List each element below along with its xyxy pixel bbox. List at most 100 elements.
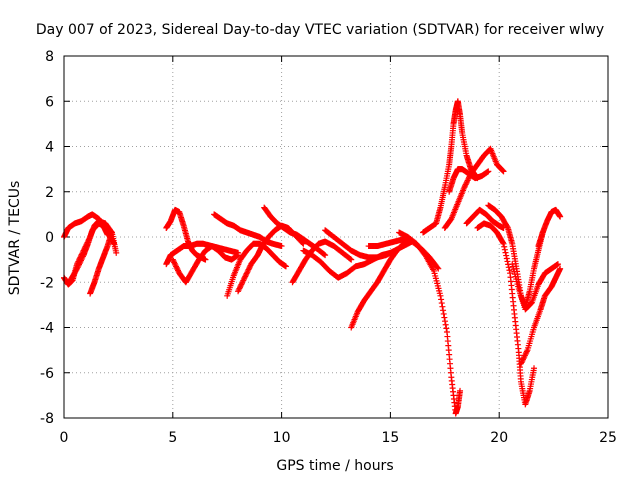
data-point xyxy=(75,262,82,269)
data-point xyxy=(239,278,246,285)
y-tick-label: -8 xyxy=(40,411,54,427)
data-point xyxy=(440,307,447,314)
data-point xyxy=(245,266,252,273)
data-point xyxy=(322,252,329,259)
data-point xyxy=(238,281,245,288)
series-arc-18 xyxy=(420,98,481,236)
data-point xyxy=(76,260,83,267)
data-point xyxy=(504,258,511,265)
data-point xyxy=(504,223,511,230)
data-point xyxy=(521,352,528,359)
data-point xyxy=(461,184,468,191)
data-point xyxy=(466,173,473,180)
data-point xyxy=(505,264,512,271)
data-point xyxy=(520,355,527,362)
data-point xyxy=(519,357,526,364)
data-point xyxy=(169,256,176,263)
data-point xyxy=(77,258,84,265)
y-tick-label: -6 xyxy=(40,366,54,382)
data-point xyxy=(170,257,177,264)
data-point xyxy=(241,274,248,281)
data-point xyxy=(465,174,472,181)
data-point xyxy=(518,359,525,366)
data-point xyxy=(506,267,513,274)
data-point xyxy=(557,265,564,272)
series-arc-15 xyxy=(348,238,416,331)
plot-frame xyxy=(63,55,609,419)
data-point xyxy=(246,265,253,272)
data-point xyxy=(531,365,538,372)
series-arc-21 xyxy=(463,206,507,231)
data-point xyxy=(435,265,442,272)
data-point xyxy=(499,239,506,246)
data-point xyxy=(348,256,355,263)
data-point xyxy=(519,356,526,363)
data-point xyxy=(113,249,120,256)
series-arc-5 xyxy=(163,206,209,263)
y-tick-label: -4 xyxy=(40,321,54,337)
data-point xyxy=(171,260,178,267)
data-point xyxy=(554,261,561,268)
data-point xyxy=(439,303,446,310)
data-point xyxy=(77,257,84,264)
data-point xyxy=(175,267,182,274)
data-point xyxy=(76,261,83,268)
data-point xyxy=(501,246,508,253)
data-point xyxy=(442,321,449,328)
series-arc-26 xyxy=(535,206,564,250)
data-point xyxy=(522,351,529,358)
data-point xyxy=(501,243,508,250)
data-point xyxy=(278,243,285,250)
data-point xyxy=(108,229,115,236)
data-point xyxy=(173,263,180,270)
series-arc-17 xyxy=(396,229,464,417)
y-tick-label: 2 xyxy=(45,185,54,201)
x-tick-label: 20 xyxy=(490,430,508,446)
data-point xyxy=(246,263,253,270)
data-point xyxy=(463,180,470,187)
data-point xyxy=(462,182,469,189)
x-axis-label: GPS time / hours xyxy=(276,458,393,474)
data-point xyxy=(74,265,81,272)
data-point xyxy=(438,300,445,307)
data-marks xyxy=(61,98,564,417)
data-point xyxy=(442,318,449,325)
data-point xyxy=(243,270,250,277)
y-tick-label: 0 xyxy=(45,230,54,246)
data-point xyxy=(557,213,564,220)
data-point xyxy=(500,240,507,247)
x-tick-label: 25 xyxy=(599,430,617,446)
data-point xyxy=(242,273,249,280)
data-point xyxy=(321,251,328,258)
data-point xyxy=(244,267,251,274)
x-tick-labels: 0 5 10 15 20 25 xyxy=(60,430,617,446)
series-arc-25 xyxy=(517,265,564,367)
data-point xyxy=(523,348,530,355)
data-point xyxy=(443,325,450,332)
data-point xyxy=(462,181,469,188)
series-arc-24 xyxy=(509,261,561,313)
data-point xyxy=(503,255,510,262)
data-point xyxy=(237,284,244,291)
data-point xyxy=(235,252,242,259)
data-point xyxy=(499,167,506,174)
data-point xyxy=(437,292,444,299)
data-point xyxy=(238,280,245,287)
data-point xyxy=(235,286,242,293)
y-axis-label: SDTVAR / TECUs xyxy=(7,181,23,296)
data-point xyxy=(174,266,181,273)
series-arc-20 xyxy=(441,145,507,231)
data-point xyxy=(485,168,492,175)
data-point xyxy=(244,269,251,276)
data-point xyxy=(523,349,530,356)
data-point xyxy=(235,288,242,295)
data-point xyxy=(74,264,81,271)
data-point xyxy=(527,300,534,307)
y-tick-labels: -8 -6 -4 -2 0 2 4 6 8 xyxy=(40,49,54,427)
data-point xyxy=(171,259,178,266)
data-point xyxy=(464,177,471,184)
x-tick-label: 0 xyxy=(60,430,69,446)
data-point xyxy=(500,168,507,175)
data-point xyxy=(517,360,524,367)
series-arc-3 xyxy=(67,220,111,283)
